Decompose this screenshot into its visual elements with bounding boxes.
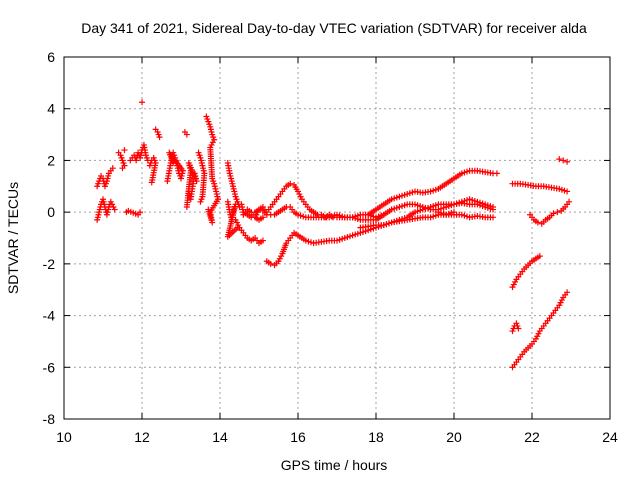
y-tick-label: -8 — [43, 411, 56, 427]
series-track-11 — [203, 113, 222, 226]
data-point — [267, 260, 274, 267]
series-track-13 — [224, 198, 241, 240]
data-point — [550, 210, 557, 217]
y-tick-label: 6 — [47, 49, 55, 65]
data-point — [259, 214, 266, 221]
data-point — [564, 289, 571, 296]
series-track-22 — [509, 180, 571, 195]
series-track-16 — [252, 203, 387, 221]
x-tick-label: 24 — [602, 429, 618, 445]
data-point — [205, 206, 212, 213]
data-point — [566, 198, 573, 205]
data-point — [137, 209, 144, 216]
data-point — [109, 165, 116, 172]
data-point — [156, 134, 163, 141]
data-point — [556, 185, 563, 192]
plot-frame — [63, 56, 611, 420]
data-point — [111, 206, 118, 213]
series-track-14 — [232, 216, 266, 247]
series-track-27 — [509, 289, 571, 371]
series-track-09 — [181, 128, 200, 210]
y-tick-label: 4 — [47, 101, 55, 117]
data-point — [564, 188, 571, 195]
data-point — [148, 179, 155, 186]
data-point — [490, 214, 496, 221]
series-track-04 — [127, 141, 151, 164]
data-point — [183, 203, 190, 210]
series-track-25 — [509, 253, 543, 291]
x-tick-label: 14 — [212, 429, 228, 445]
data-point — [183, 131, 190, 138]
series-track-19 — [365, 167, 500, 218]
y-tick-label: -6 — [43, 359, 56, 375]
y-tick-label: -4 — [43, 308, 56, 324]
x-tick-label: 16 — [290, 429, 306, 445]
data-point — [170, 160, 177, 167]
data-point — [139, 99, 145, 106]
series-track-08 — [164, 149, 186, 185]
x-tick-label: 18 — [368, 429, 384, 445]
y-tick-label: -2 — [43, 256, 56, 272]
chart-title: Day 341 of 2021, Sidereal Day-to-day VTE… — [81, 20, 587, 36]
x-tick-label: 12 — [134, 429, 150, 445]
data-point — [536, 253, 543, 260]
y-tick-label: 2 — [47, 152, 55, 168]
series-track-01 — [94, 196, 118, 223]
data-point — [564, 158, 571, 165]
series-track-06 — [146, 154, 159, 186]
data-point — [197, 198, 204, 205]
series-track-24 — [527, 198, 573, 227]
series-track-20 — [373, 196, 496, 223]
data-point — [256, 206, 262, 213]
x-tick-label: 22 — [524, 429, 540, 445]
series-track-05 — [121, 99, 145, 218]
series-track-23 — [556, 156, 571, 165]
x-axis-label: GPS time / hours — [281, 457, 388, 473]
y-axis-label: SDTVAR / TECUs — [5, 182, 21, 294]
data-point — [259, 237, 266, 244]
data-point — [556, 156, 563, 163]
data-point — [560, 157, 567, 164]
data-point — [554, 209, 561, 216]
series-track-07 — [152, 126, 163, 141]
data-point — [287, 180, 294, 187]
series-track-02 — [94, 165, 116, 190]
series-track-26 — [509, 320, 522, 335]
series-track-03 — [115, 149, 128, 172]
series-track-10 — [195, 149, 208, 205]
series-track-21 — [435, 209, 496, 221]
data-point — [493, 170, 500, 177]
data-point — [534, 219, 541, 226]
data-point — [119, 165, 126, 172]
x-tick-label: 10 — [56, 429, 72, 445]
data-point — [490, 203, 496, 210]
data-point — [121, 147, 128, 154]
data-point — [515, 325, 522, 332]
x-tick-label: 20 — [446, 429, 462, 445]
data-points — [94, 99, 573, 371]
y-tick-label: 0 — [47, 204, 55, 220]
